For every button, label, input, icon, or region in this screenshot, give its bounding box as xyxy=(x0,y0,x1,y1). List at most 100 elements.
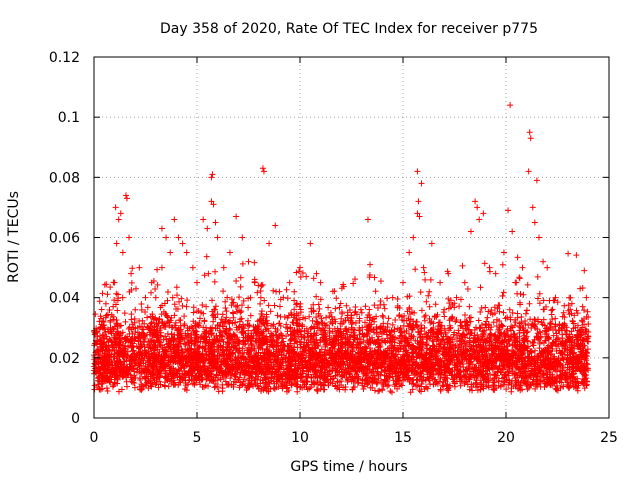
data-point xyxy=(421,317,428,324)
data-point xyxy=(100,331,107,338)
data-point xyxy=(128,316,135,323)
data-point xyxy=(435,323,442,330)
data-point xyxy=(371,302,378,309)
data-point xyxy=(164,289,171,296)
data-point xyxy=(313,386,320,393)
data-point xyxy=(179,302,186,309)
data-point xyxy=(379,387,386,394)
data-point xyxy=(550,332,557,339)
data-point xyxy=(210,318,217,325)
data-point xyxy=(573,307,580,314)
data-point xyxy=(197,315,204,322)
data-point xyxy=(104,388,111,395)
data-point xyxy=(444,386,450,393)
data-point xyxy=(313,314,320,321)
data-point xyxy=(458,296,465,303)
data-point xyxy=(114,307,121,314)
data-point xyxy=(148,383,155,390)
data-point xyxy=(342,327,349,334)
data-point xyxy=(306,313,313,320)
data-point xyxy=(574,387,581,394)
data-point xyxy=(98,306,105,313)
data-point xyxy=(267,308,274,315)
data-point xyxy=(497,382,504,389)
data-point xyxy=(258,308,265,315)
data-point xyxy=(441,325,448,332)
data-point xyxy=(276,303,283,310)
data-point xyxy=(579,318,586,325)
data-point xyxy=(121,310,128,317)
data-point xyxy=(218,358,225,365)
data-point xyxy=(294,388,301,395)
data-point xyxy=(223,314,230,321)
data-point xyxy=(119,294,126,301)
data-point xyxy=(176,317,183,324)
data-point xyxy=(437,387,444,394)
data-point xyxy=(323,314,330,321)
data-point xyxy=(96,298,103,305)
data-point xyxy=(277,313,284,320)
chart-title: Day 358 of 2020, Rate Of TEC Index for r… xyxy=(160,21,538,37)
data-point xyxy=(451,383,458,390)
data-point xyxy=(144,367,151,374)
data-point xyxy=(508,388,515,395)
data-point xyxy=(271,302,278,309)
data-point xyxy=(337,300,344,307)
data-point xyxy=(473,324,480,331)
data-point xyxy=(144,304,151,311)
data-point xyxy=(202,339,209,346)
data-point xyxy=(568,377,575,384)
data-point xyxy=(574,322,581,329)
data-point xyxy=(223,308,230,315)
data-point xyxy=(102,300,109,307)
data-point xyxy=(385,315,392,322)
data-point xyxy=(128,311,135,318)
data-point xyxy=(181,313,188,320)
data-point xyxy=(456,303,463,310)
data-point xyxy=(144,314,151,321)
data-point xyxy=(219,311,226,318)
data-point xyxy=(320,386,327,393)
data-point xyxy=(270,385,277,392)
data-point xyxy=(180,349,187,356)
data-point xyxy=(222,298,229,305)
data-point xyxy=(176,298,183,305)
data-point xyxy=(490,319,497,326)
data-point xyxy=(476,325,483,332)
data-point xyxy=(466,303,473,310)
data-point xyxy=(103,385,110,392)
data-point xyxy=(399,382,406,389)
data-point xyxy=(241,325,247,332)
data-point xyxy=(309,317,316,324)
data-point xyxy=(138,386,145,393)
data-point xyxy=(107,317,114,324)
data-point xyxy=(343,375,350,382)
data-points xyxy=(91,102,592,396)
data-point xyxy=(565,302,572,309)
data-point xyxy=(336,304,343,311)
data-point xyxy=(189,380,196,387)
data-point xyxy=(131,350,138,357)
data-point xyxy=(123,378,130,385)
data-point xyxy=(504,364,511,371)
data-point xyxy=(340,372,347,379)
data-point xyxy=(360,386,367,393)
data-point xyxy=(584,308,591,315)
data-point xyxy=(245,317,252,324)
data-point xyxy=(392,317,399,324)
data-point xyxy=(261,297,268,304)
data-point xyxy=(549,346,556,353)
data-point xyxy=(219,388,226,395)
data-point xyxy=(234,302,241,309)
data-point xyxy=(532,385,539,392)
data-point xyxy=(229,309,236,316)
data-point xyxy=(518,313,525,320)
data-point xyxy=(326,313,333,320)
data-point xyxy=(193,308,200,315)
data-point xyxy=(291,297,298,304)
data-point xyxy=(310,301,317,308)
data-point xyxy=(552,315,559,322)
data-point xyxy=(362,303,369,310)
data-point xyxy=(257,300,264,307)
